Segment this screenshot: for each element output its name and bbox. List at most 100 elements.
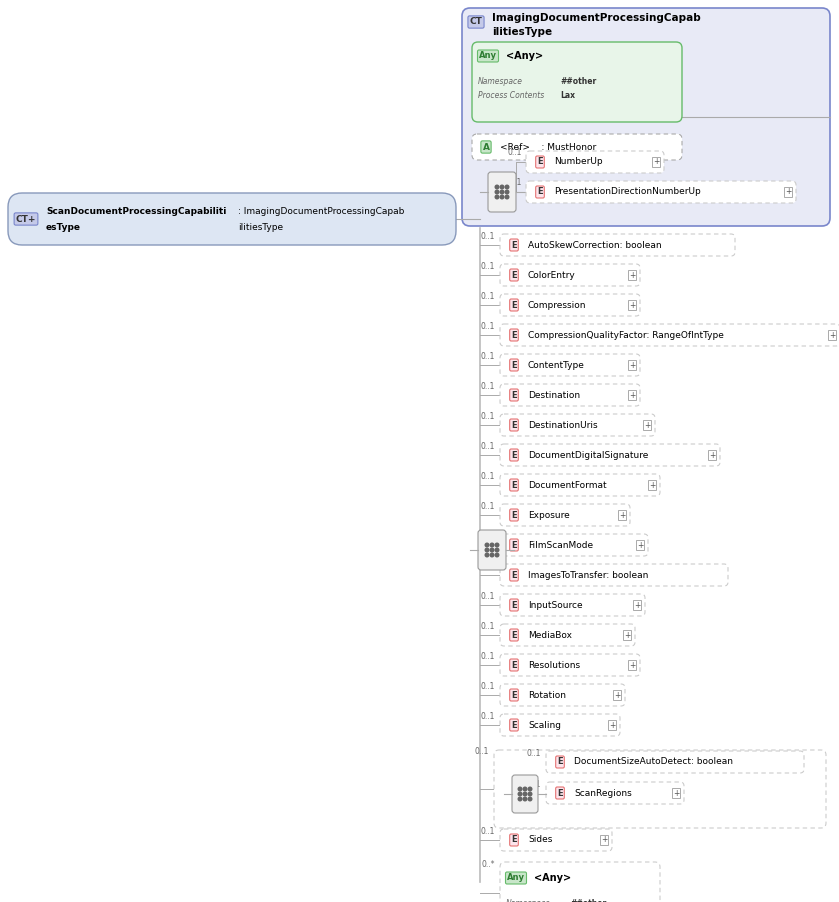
Text: 0..1: 0..1 — [527, 780, 541, 789]
Text: ImagingDocumentProcessingCapab: ImagingDocumentProcessingCapab — [492, 13, 701, 23]
FancyBboxPatch shape — [500, 234, 735, 256]
Text: E: E — [511, 721, 517, 730]
Circle shape — [500, 195, 503, 198]
Text: +: + — [829, 330, 835, 339]
FancyBboxPatch shape — [546, 751, 804, 773]
Text: 0..1: 0..1 — [481, 502, 495, 511]
Circle shape — [529, 797, 532, 801]
FancyBboxPatch shape — [472, 42, 682, 122]
Text: 0..1: 0..1 — [481, 472, 495, 481]
FancyBboxPatch shape — [500, 384, 640, 406]
FancyBboxPatch shape — [488, 172, 516, 212]
Text: +: + — [628, 391, 635, 400]
Text: A: A — [482, 143, 489, 152]
Text: +: + — [609, 721, 615, 730]
Text: +: + — [614, 691, 620, 699]
Text: NumberUp: NumberUp — [554, 158, 602, 167]
Circle shape — [524, 792, 527, 796]
Text: +: + — [624, 630, 630, 640]
Text: E: E — [511, 691, 517, 699]
Text: +: + — [619, 511, 625, 520]
FancyBboxPatch shape — [478, 530, 506, 570]
Text: E: E — [537, 188, 543, 197]
Text: 0..1: 0..1 — [481, 622, 495, 631]
Text: 0..1: 0..1 — [508, 148, 522, 157]
Circle shape — [490, 548, 494, 552]
FancyBboxPatch shape — [472, 134, 682, 160]
Text: 0..1: 0..1 — [481, 592, 495, 601]
Text: +: + — [784, 188, 791, 197]
Text: Any: Any — [479, 51, 497, 60]
Text: AutoSkewCorrection: boolean: AutoSkewCorrection: boolean — [528, 241, 662, 250]
Text: E: E — [511, 330, 517, 339]
Text: Exposure: Exposure — [528, 511, 570, 520]
Circle shape — [505, 185, 508, 189]
Circle shape — [500, 190, 503, 194]
Text: +: + — [644, 420, 650, 429]
Circle shape — [500, 185, 503, 189]
FancyBboxPatch shape — [500, 354, 640, 376]
Text: DestinationUris: DestinationUris — [528, 420, 597, 429]
FancyBboxPatch shape — [500, 624, 635, 646]
Text: 0..1: 0..1 — [481, 652, 495, 661]
Text: ilitiesType: ilitiesType — [238, 223, 283, 232]
Text: E: E — [511, 481, 517, 490]
Circle shape — [519, 787, 522, 791]
Circle shape — [495, 190, 499, 194]
Circle shape — [524, 787, 527, 791]
Circle shape — [495, 548, 499, 552]
Text: +: + — [673, 788, 680, 797]
Circle shape — [485, 543, 489, 547]
Text: 0..1: 0..1 — [481, 382, 495, 391]
Circle shape — [505, 195, 508, 198]
Text: E: E — [511, 660, 517, 669]
FancyBboxPatch shape — [494, 750, 826, 828]
Text: Namespace: Namespace — [506, 899, 551, 902]
Circle shape — [524, 797, 527, 801]
Text: E: E — [511, 511, 517, 520]
Text: CompressionQualityFactor: RangeOfIntType: CompressionQualityFactor: RangeOfIntType — [528, 330, 724, 339]
FancyBboxPatch shape — [500, 714, 620, 736]
Text: E: E — [511, 570, 517, 579]
Text: E: E — [511, 420, 517, 429]
Text: DocumentFormat: DocumentFormat — [528, 481, 607, 490]
FancyBboxPatch shape — [500, 324, 839, 346]
Text: FilmScanMode: FilmScanMode — [528, 540, 593, 549]
Text: E: E — [511, 271, 517, 280]
Text: +: + — [649, 481, 655, 490]
Text: : ImagingDocumentProcessingCapab: : ImagingDocumentProcessingCapab — [238, 207, 404, 216]
FancyBboxPatch shape — [500, 504, 630, 526]
Text: +: + — [601, 835, 607, 844]
Circle shape — [529, 792, 532, 796]
Text: E: E — [557, 758, 563, 767]
Text: Resolutions: Resolutions — [528, 660, 580, 669]
Text: Scaling: Scaling — [528, 721, 561, 730]
Text: E: E — [511, 391, 517, 400]
Text: E: E — [511, 601, 517, 610]
FancyBboxPatch shape — [500, 654, 640, 676]
Text: ContentType: ContentType — [528, 361, 585, 370]
Text: 0..1: 0..1 — [481, 682, 495, 691]
Text: ImagesToTransfer: boolean: ImagesToTransfer: boolean — [528, 570, 649, 579]
Text: 0..1: 0..1 — [481, 322, 495, 331]
Text: +: + — [637, 540, 644, 549]
FancyBboxPatch shape — [500, 474, 660, 496]
Text: 0..1: 0..1 — [481, 412, 495, 421]
Text: ColorEntry: ColorEntry — [528, 271, 576, 280]
Text: 0..*: 0..* — [482, 860, 495, 869]
Text: Namespace: Namespace — [478, 78, 523, 87]
Text: E: E — [511, 630, 517, 640]
FancyBboxPatch shape — [500, 294, 640, 316]
FancyBboxPatch shape — [500, 862, 660, 902]
FancyBboxPatch shape — [462, 8, 830, 226]
Circle shape — [495, 553, 499, 557]
Text: E: E — [511, 835, 517, 844]
Text: Sides: Sides — [528, 835, 552, 844]
Text: ScanDocumentProcessingCapabiliti: ScanDocumentProcessingCapabiliti — [46, 207, 227, 216]
Text: E: E — [511, 241, 517, 250]
Text: 0..1: 0..1 — [481, 827, 495, 836]
FancyBboxPatch shape — [526, 181, 796, 203]
Text: +: + — [628, 300, 635, 309]
Text: 0..1: 0..1 — [481, 442, 495, 451]
Circle shape — [505, 190, 508, 194]
